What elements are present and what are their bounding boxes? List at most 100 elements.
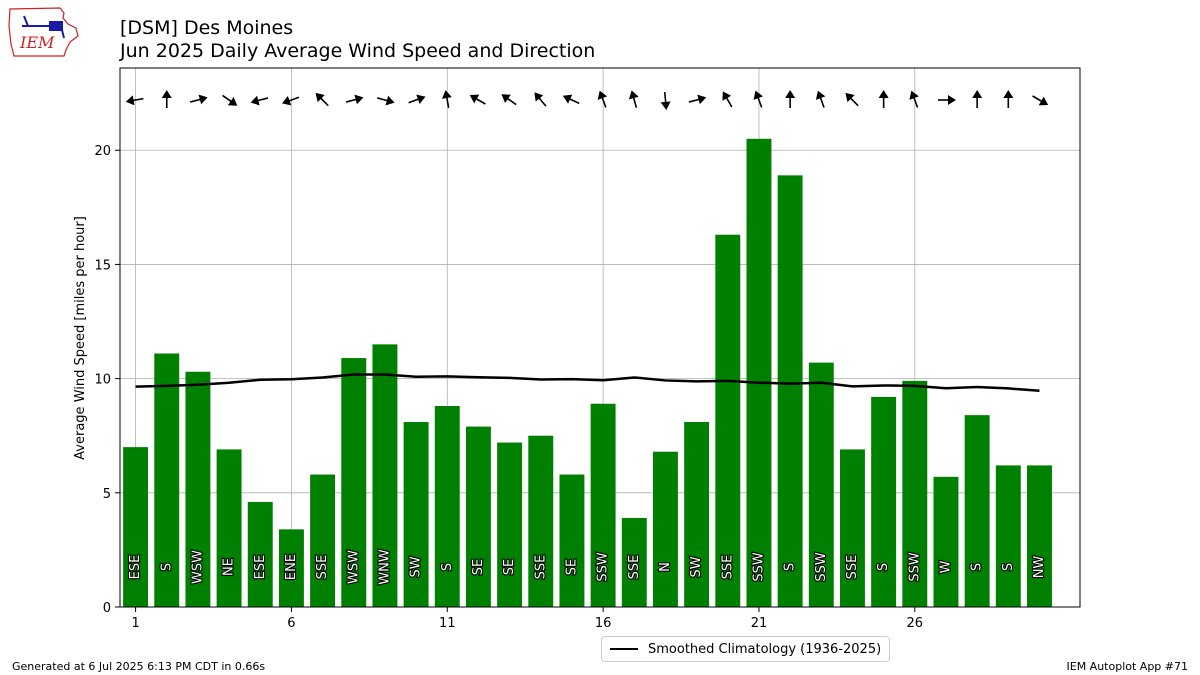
wind-arrow-head	[1003, 90, 1014, 98]
wind-arrow-day-2	[161, 90, 172, 108]
bar-day-18	[652, 451, 678, 607]
bar-day-28	[964, 415, 990, 607]
wind-arrows-group	[125, 90, 1049, 110]
climatology-line-group	[135, 373, 1040, 392]
climatology-line	[135, 373, 1040, 392]
direction-label-day-15: SE	[564, 559, 579, 575]
wind-arrow-day-4	[222, 94, 238, 106]
direction-label-day-19: SW	[689, 556, 704, 577]
wind-arrow-head	[878, 90, 889, 98]
direction-label-day-7: SSE	[315, 555, 330, 580]
direction-label-day-14: SSE	[533, 555, 548, 580]
x-tick-label: 6	[287, 616, 295, 631]
wind-arrow-day-23	[815, 90, 826, 108]
y-axis-label: Average Wind Speed [miles per hour]	[73, 216, 88, 460]
wind-arrow-day-12	[469, 94, 486, 105]
wind-arrow-day-30	[1032, 95, 1049, 106]
bar-day-12	[465, 426, 491, 607]
y-tick-label: 10	[94, 373, 111, 388]
bar-day-24	[840, 449, 865, 607]
bar-day-2	[154, 353, 180, 607]
logo-text: IEM	[19, 33, 55, 52]
wind-arrow-head	[697, 94, 707, 105]
wind-arrow-head	[534, 92, 544, 102]
wind-arrow-shaft	[725, 96, 733, 108]
bar-day-14	[528, 435, 554, 607]
wind-arrow-head	[469, 94, 480, 104]
wind-arrow-day-8	[345, 94, 364, 105]
direction-label-day-10: SW	[409, 556, 424, 577]
bars-group	[123, 138, 1052, 608]
direction-label-day-24: SSE	[845, 555, 860, 580]
chart-title-station: [DSM] Des Moines	[120, 17, 294, 39]
direction-label-day-28: S	[970, 563, 985, 571]
wind-arrow-day-26	[909, 90, 919, 108]
wind-arrow-day-11	[442, 90, 452, 109]
direction-label-day-29: S	[1001, 563, 1016, 571]
wind-arrow-day-18	[660, 91, 671, 110]
wind-arrow-head	[597, 90, 608, 100]
x-tick-label: 11	[439, 616, 456, 631]
wind-arrow-head	[227, 97, 238, 106]
y-tick-label: 0	[103, 601, 111, 616]
direction-label-day-13: SE	[502, 559, 517, 575]
wind-arrow-shaft	[445, 95, 450, 109]
direction-label-day-20: SSE	[720, 555, 735, 580]
wind-arrow-day-6	[282, 95, 300, 106]
wind-arrow-day-9	[377, 95, 395, 106]
bar-day-29	[995, 465, 1021, 607]
bar-day-5	[247, 501, 273, 607]
chart-legend: Smoothed Climatology (1936-2025)	[601, 636, 891, 662]
wind-arrow-head	[501, 94, 511, 103]
direction-label-day-9: WNW	[377, 549, 392, 585]
wind-arrow-day-5	[250, 95, 269, 106]
wind-arrow-head	[628, 90, 639, 100]
bar-day-30	[1027, 465, 1052, 607]
bar-day-3	[185, 371, 211, 607]
direction-label-day-16: SSW	[596, 552, 611, 582]
direction-label-day-8: WSW	[346, 550, 361, 584]
bar-day-23	[808, 362, 834, 607]
wind-arrow-shaft	[849, 96, 859, 107]
bar-day-11	[434, 406, 460, 607]
wind-arrow-head	[815, 90, 826, 100]
wind-arrow-day-25	[878, 90, 889, 108]
direction-label-day-17: SSE	[627, 555, 642, 580]
wind-barb-icon	[22, 15, 65, 39]
direction-label-day-2: S	[159, 563, 174, 571]
direction-label-day-4: NE	[222, 558, 237, 576]
wind-arrow-head	[845, 92, 855, 103]
wind-arrow-head	[947, 95, 956, 105]
wind-arrow-head	[753, 90, 763, 100]
x-tick-label: 1	[131, 616, 139, 631]
wind-arrow-shaft	[688, 98, 701, 103]
direction-label-day-3: WSW	[190, 550, 205, 584]
wind-arrow-day-20	[722, 91, 733, 108]
bar-day-17	[621, 517, 647, 607]
generated-footer: Generated at 6 Jul 2025 6:13 PM CDT in 0…	[12, 660, 266, 673]
bar-day-27	[933, 476, 959, 607]
wind-arrow-day-15	[562, 94, 580, 105]
wind-arrow-day-14	[534, 92, 547, 107]
wind-arrow-head	[125, 95, 135, 106]
bar-day-9	[372, 344, 398, 607]
bar-day-6	[278, 529, 304, 607]
direction-label-day-30: NW	[1032, 556, 1047, 579]
direction-label-day-5: ESE	[253, 555, 268, 580]
iem-logo: IEM	[8, 7, 79, 57]
bar-day-25	[871, 396, 897, 607]
wind-arrow-day-29	[1003, 90, 1014, 108]
direction-label-day-1: ESE	[128, 555, 143, 580]
wind-arrow-day-28	[972, 90, 983, 108]
wind-arrow-day-7	[315, 92, 329, 107]
plot-frame	[119, 67, 1081, 608]
wind-arrow-head	[442, 90, 452, 99]
wind-arrow-shaft	[912, 95, 919, 108]
direction-label-day-23: SSW	[814, 552, 829, 582]
wind-arrow-head	[909, 90, 919, 100]
wind-arrow-day-10	[408, 94, 426, 105]
bar-day-20	[715, 234, 741, 607]
wind-arrow-shaft	[663, 91, 667, 105]
direction-label-day-27: W	[938, 560, 953, 573]
